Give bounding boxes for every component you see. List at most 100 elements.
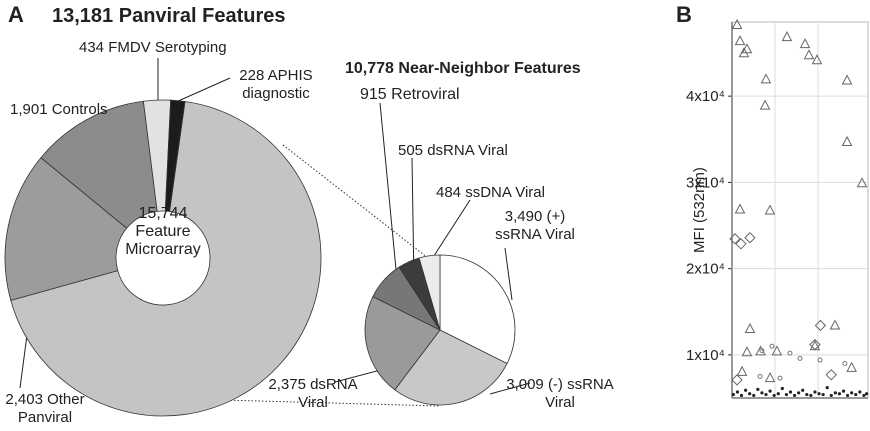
point (741, 346, 753, 357)
slice (4, 157, 128, 301)
point (752, 393, 756, 398)
point (797, 391, 801, 395)
point (784, 392, 789, 397)
point (760, 73, 772, 84)
point (846, 361, 858, 372)
point (776, 392, 780, 396)
slice-label: 1,901 Controls (10, 101, 108, 118)
point (799, 38, 811, 49)
point (741, 43, 753, 54)
point (744, 322, 756, 334)
point (760, 391, 764, 395)
point (729, 233, 741, 245)
point (738, 47, 750, 58)
point (805, 392, 809, 397)
point (825, 386, 829, 390)
point (771, 345, 783, 356)
point (757, 373, 763, 379)
slice (394, 329, 508, 406)
point (787, 350, 793, 356)
slice-label: 434 FMDV Serotyping (79, 39, 227, 56)
point (862, 393, 866, 398)
point (769, 343, 775, 349)
plot-frame (731, 21, 869, 399)
slice-label: 915 Retroviral (360, 86, 460, 103)
slice-label: 2,403 Other Panviral (5, 391, 85, 426)
slice (164, 99, 186, 212)
point (814, 319, 827, 332)
point (865, 392, 869, 396)
slice-label: 228 APHIS diagnostic (239, 67, 313, 102)
slice-label: 3,009 (-) ssRNA Viral (506, 376, 614, 411)
slice (439, 254, 516, 365)
point (813, 390, 817, 394)
point (829, 319, 841, 330)
point (759, 99, 771, 110)
slice-label: 505 dsRNA Viral (398, 142, 508, 159)
point (803, 49, 815, 60)
chart-title: 10,778 Near-Neighbor Features (345, 60, 581, 77)
zoom-lines (149, 144, 441, 407)
point (777, 375, 783, 381)
y-axis-label: MFI (532nm) (691, 167, 708, 253)
point (833, 391, 837, 395)
point (792, 393, 797, 398)
point (772, 393, 776, 398)
point (739, 393, 744, 398)
point (734, 203, 746, 214)
point (731, 374, 743, 386)
y-tick-label: 3x10⁴ (686, 174, 725, 191)
point (764, 204, 776, 215)
point (817, 357, 823, 363)
slice-label: 2,375 dsRNA Viral (268, 376, 358, 411)
point (837, 392, 842, 396)
point (735, 238, 747, 250)
point (759, 348, 765, 354)
point (768, 389, 772, 393)
point (825, 369, 837, 381)
point (788, 390, 793, 394)
point (735, 390, 740, 394)
point (858, 390, 862, 394)
point (841, 74, 853, 85)
point (731, 392, 735, 397)
slice (418, 254, 441, 331)
point (734, 35, 746, 46)
point (736, 365, 748, 376)
point (821, 392, 825, 397)
point (801, 388, 805, 392)
slice (10, 101, 322, 417)
point (842, 361, 848, 367)
y-tick-label: 4x10⁴ (686, 88, 725, 105)
point (748, 392, 752, 396)
point (829, 393, 833, 398)
point (731, 18, 743, 30)
y-tick-label: 2x10⁴ (686, 261, 725, 278)
slice (364, 296, 441, 391)
point (744, 232, 756, 244)
point (817, 392, 821, 396)
y-tick-label: 1x10⁴ (686, 347, 725, 364)
point (764, 392, 768, 397)
point (755, 345, 766, 356)
panel-label: A (8, 2, 24, 27)
point (811, 54, 823, 65)
chart-title: 13,181 Panviral Features (52, 5, 286, 27)
point (841, 389, 846, 393)
point (780, 386, 784, 391)
point (854, 392, 858, 397)
slice (40, 100, 158, 229)
point (841, 135, 853, 146)
point (756, 387, 760, 391)
point (809, 393, 813, 398)
slice-label: 3,490 (+) ssRNA Viral (495, 208, 575, 243)
point (856, 177, 868, 188)
point (764, 372, 776, 383)
point (781, 31, 793, 42)
point (850, 391, 854, 395)
point (797, 355, 803, 361)
point (846, 393, 850, 398)
point (809, 338, 821, 351)
